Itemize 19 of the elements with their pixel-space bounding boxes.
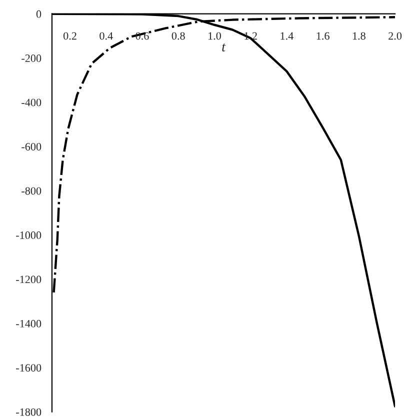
y-tick-label: -1800	[16, 408, 42, 416]
x-axis-title: t	[222, 44, 226, 52]
y-tick-label: -800	[22, 187, 42, 195]
x-tick-label: 0.8	[172, 32, 185, 40]
y-tick-label: -200	[22, 54, 42, 62]
y-tick-label: 0	[36, 10, 42, 18]
x-tick-label: 1.0	[208, 32, 221, 40]
x-tick-label: 1.8	[352, 32, 366, 40]
y-tick-label: -1200	[16, 276, 42, 284]
y-tick-label: -1400	[16, 320, 42, 328]
x-tick-label: 1.4	[280, 32, 294, 40]
x-tick-label: 1.6	[316, 32, 330, 40]
y-tick-label: -1600	[16, 364, 42, 372]
y-tick-label: -1000	[16, 231, 42, 239]
x-tick-label: 0.2	[64, 32, 76, 40]
x-tick-label: 2.0	[388, 32, 402, 40]
y-tick-label: -400	[22, 98, 42, 106]
y-tick-label: -600	[22, 142, 42, 150]
x-tick-label: 0.4	[100, 32, 113, 40]
